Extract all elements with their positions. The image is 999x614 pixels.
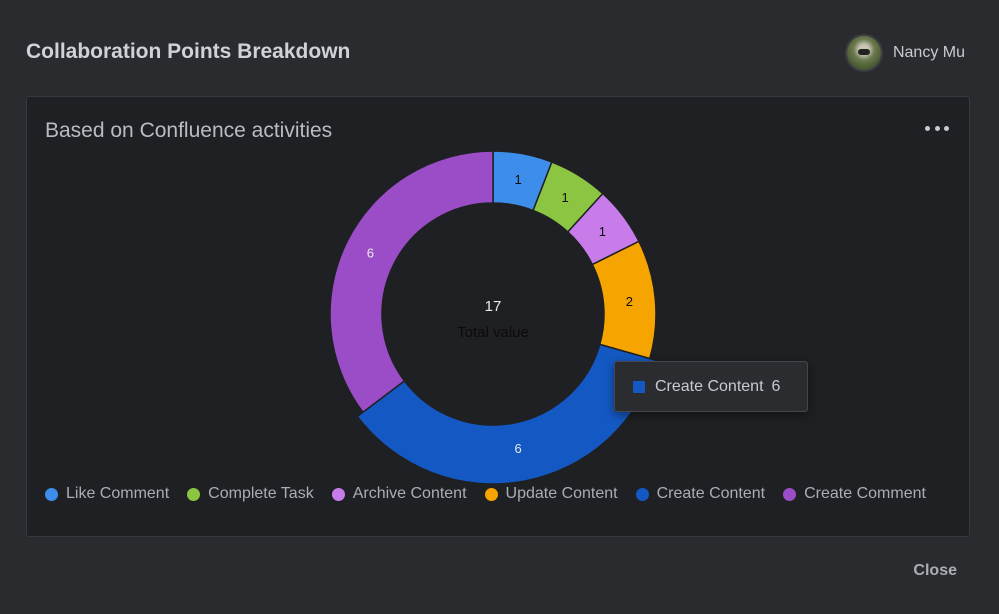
- tooltip-swatch: [633, 380, 645, 393]
- slice-update-content[interactable]: [591, 240, 657, 360]
- chart-card: Based on Confluence activities 1 1 1 2 6 6 17…: [26, 96, 970, 537]
- legend-label: Complete Task: [208, 485, 314, 502]
- tooltip-value: 6: [771, 377, 781, 395]
- center-total-value: 17: [485, 298, 502, 315]
- legend-label: Archive Content: [352, 485, 467, 502]
- legend-item-update-content[interactable]: Update Content: [484, 485, 618, 503]
- chart-tooltip: Create Content 6: [614, 361, 808, 412]
- tooltip-label: Create Content: [655, 377, 764, 395]
- donut-chart: 1 1 1 2 6 6 17 Total value: [329, 150, 658, 485]
- legend-dot: [45, 487, 58, 501]
- user-name: Nancy Mu: [892, 44, 965, 61]
- legend-label: Create Content: [656, 485, 766, 502]
- center-total-label: Total value: [457, 324, 529, 341]
- legend-item-archive-content[interactable]: Archive Content: [331, 485, 467, 503]
- card-title: Based on Confluence activities: [45, 119, 333, 142]
- avatar[interactable]: [844, 34, 883, 72]
- legend-dot: [783, 487, 797, 501]
- legend-label: Update Content: [505, 485, 618, 502]
- chart-legend: Like Comment Complete Task Archive Content…: [45, 485, 959, 503]
- legend-label: Like Comment: [66, 485, 170, 502]
- legend-dot: [635, 487, 649, 501]
- slice-create-content[interactable]: [356, 343, 658, 485]
- slice-label-archive-content: 1: [599, 224, 606, 239]
- legend-item-complete-task[interactable]: Complete Task: [187, 485, 314, 503]
- slice-label-like-comment: 1: [515, 172, 522, 187]
- more-options-icon[interactable]: [925, 121, 949, 135]
- legend-label: Create Comment: [804, 485, 926, 502]
- close-button[interactable]: Close: [913, 562, 957, 579]
- legend-dot: [331, 487, 345, 501]
- slice-create-comment[interactable]: [329, 150, 494, 414]
- slice-label-complete-task: 1: [562, 190, 569, 205]
- modal-title: Collaboration Points Breakdown: [26, 40, 351, 63]
- legend-dot: [187, 487, 201, 501]
- legend-item-create-content[interactable]: Create Content: [635, 485, 766, 503]
- user-profile[interactable]: Nancy Mu: [844, 34, 965, 72]
- slice-label-create-content: 6: [515, 441, 522, 456]
- slice-label-create-comment: 6: [367, 245, 374, 260]
- legend-item-like-comment[interactable]: Like Comment: [45, 485, 169, 503]
- slice-label-update-content: 2: [626, 294, 633, 309]
- legend-item-create-comment[interactable]: Create Comment: [783, 485, 926, 503]
- legend-dot: [484, 487, 498, 501]
